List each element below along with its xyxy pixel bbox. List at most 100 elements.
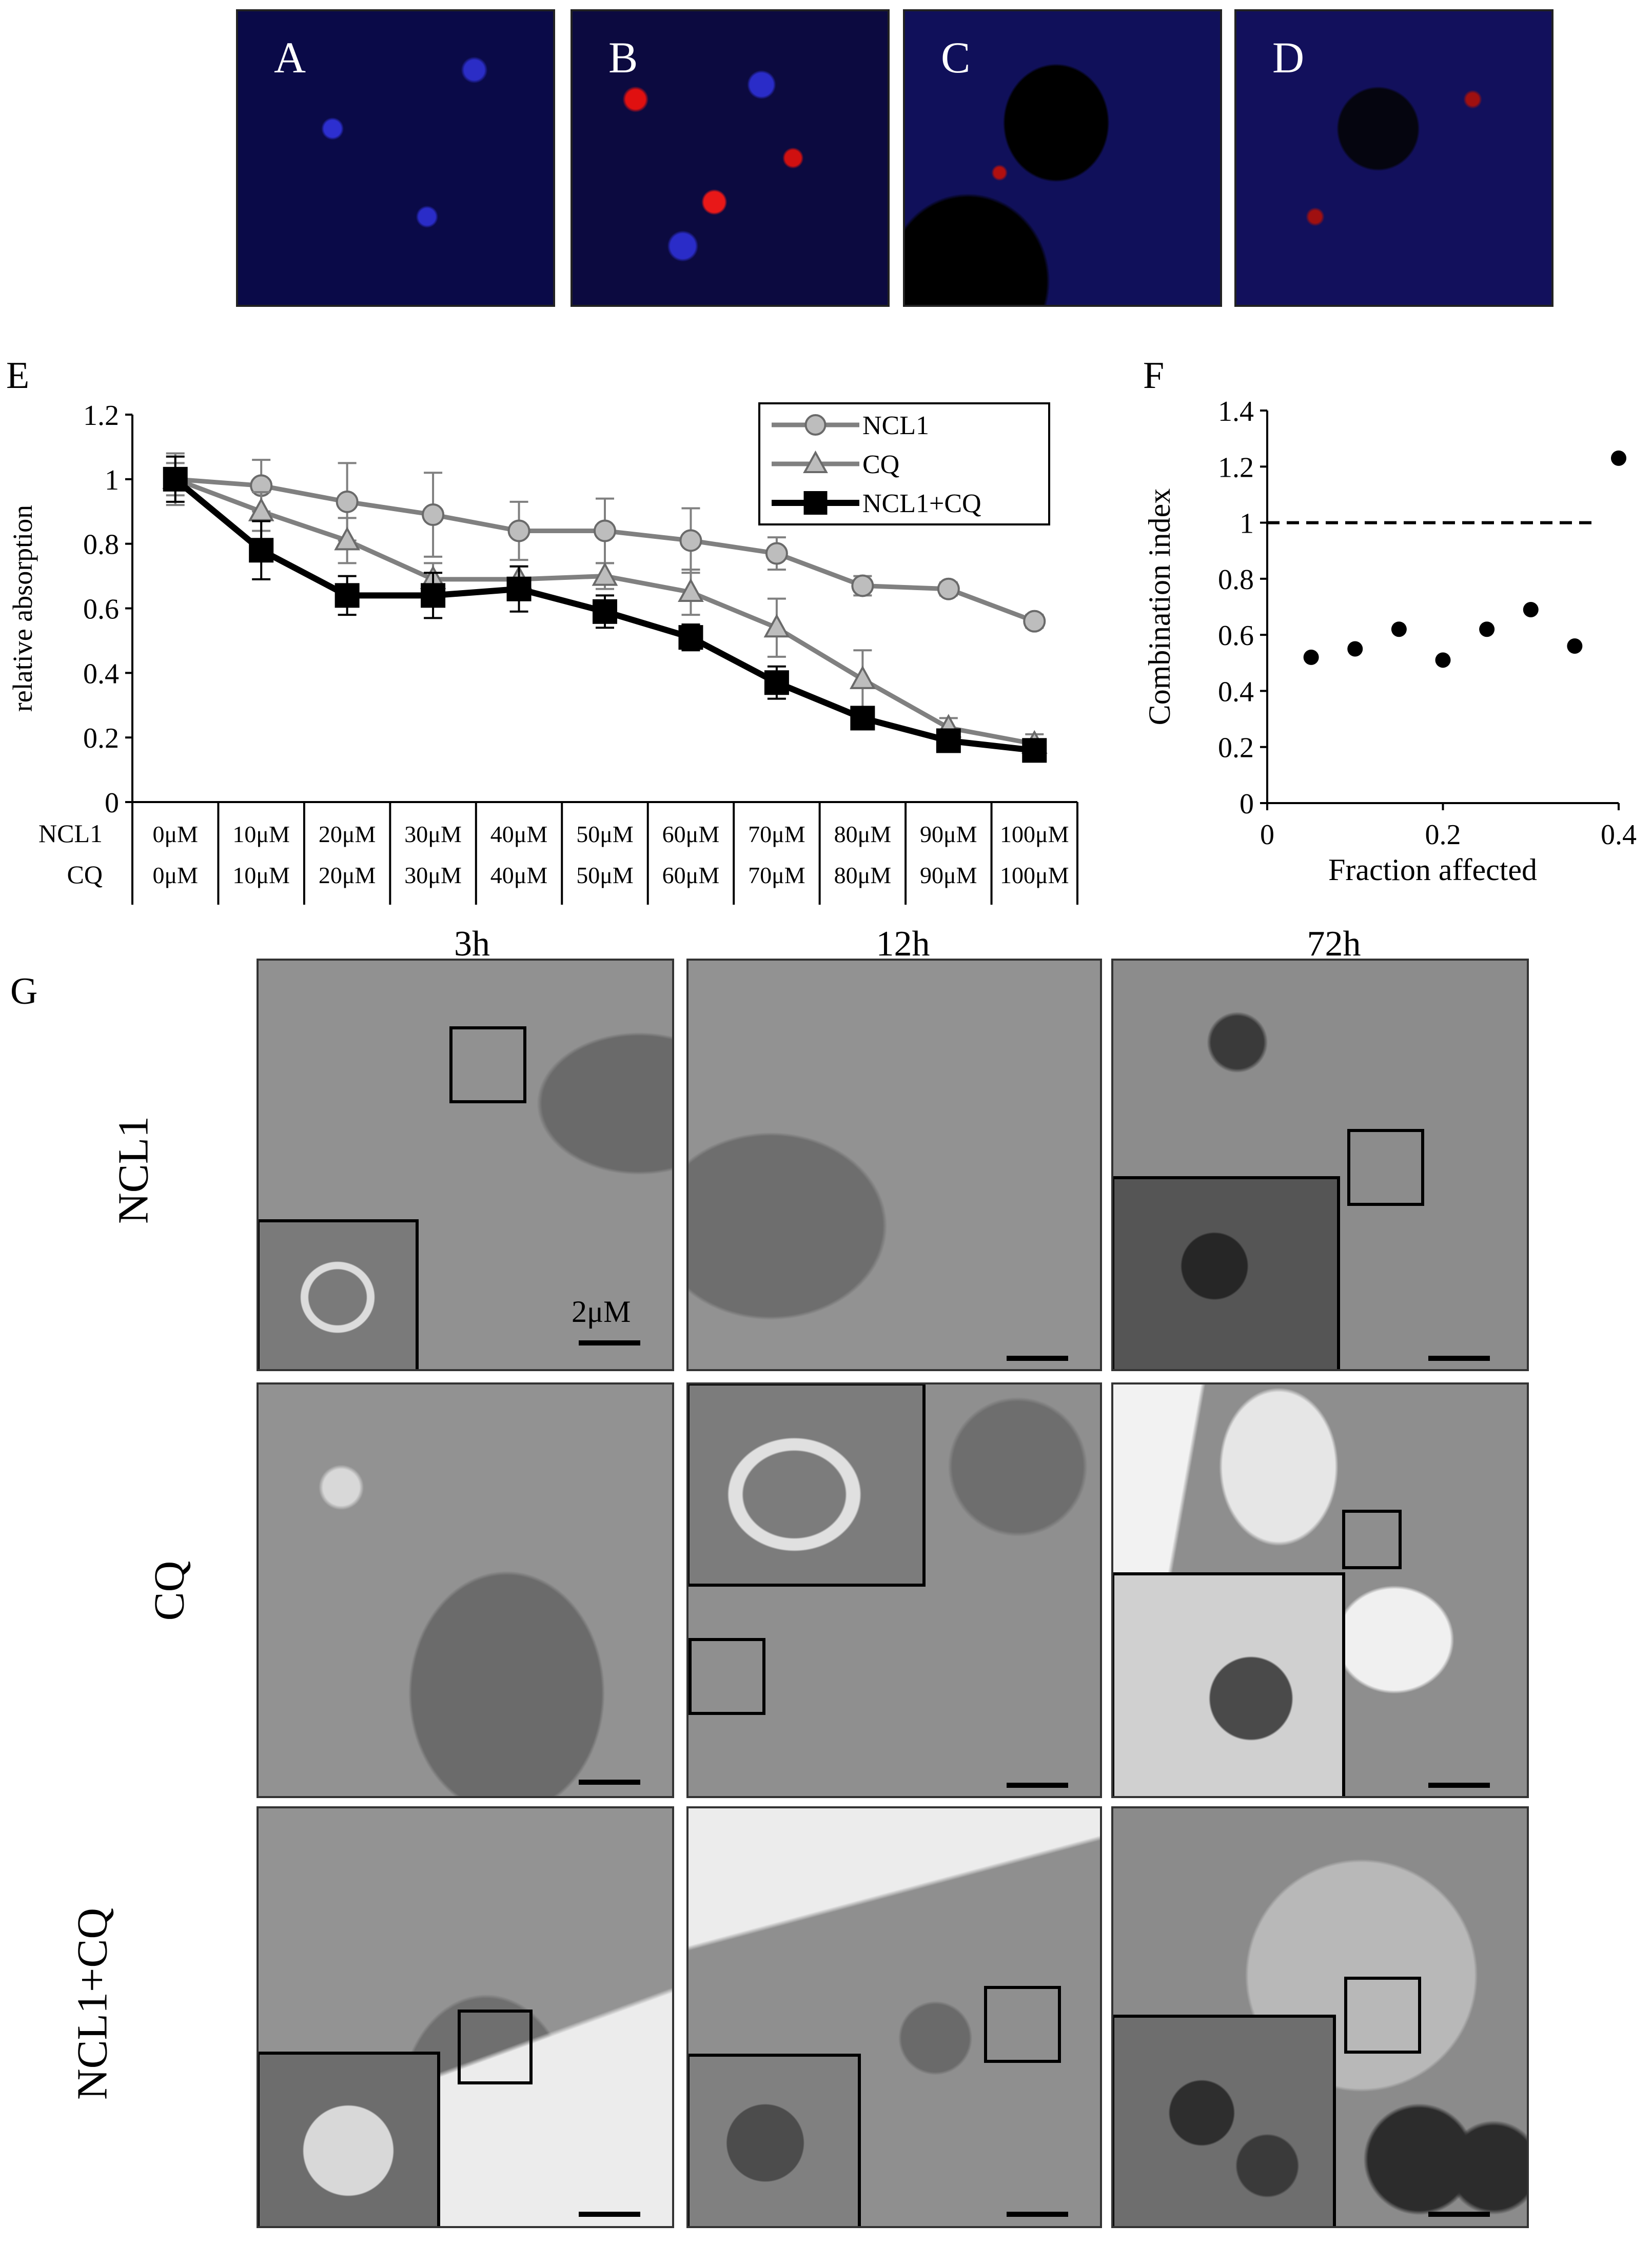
y-tick-label: 0.8: [1218, 564, 1254, 596]
roi-box: [458, 2010, 533, 2084]
panel-label-d: D: [1272, 33, 1305, 82]
y-tick-label: 0.8: [83, 529, 119, 561]
table-cell: 50μM: [576, 862, 634, 888]
roi-box: [1344, 1977, 1421, 2054]
em-image-cq-72h: [1111, 1382, 1529, 1798]
data-point: [849, 665, 876, 689]
y-tick-label: 1.2: [83, 400, 119, 432]
scale-bar-label: 2μM: [572, 1295, 631, 1329]
table-cell: 80μM: [834, 862, 892, 888]
panel-label-f: F: [1143, 355, 1165, 397]
chart-f: 0 0.2 0.4 0.6 0.8 1 1.2 1.4 0 0.2 0.4 Fraction affe…: [1143, 396, 1637, 887]
y-tick-label: 0.2: [83, 723, 119, 754]
table-cell: 50μM: [576, 821, 634, 847]
legend-marker: [803, 491, 828, 515]
y-tick-label: 0.4: [83, 658, 119, 690]
data-point: [1611, 450, 1626, 466]
zoom-inset: [259, 1219, 419, 1369]
zoom-inset: [259, 2052, 440, 2226]
y-tick-label: 0.4: [1218, 676, 1254, 708]
data-point: [765, 542, 788, 565]
y-tick-label: 0: [105, 787, 119, 819]
y-tick-label: 1: [1240, 508, 1254, 540]
table-cell: 30μM: [404, 821, 462, 847]
fluorescence-panel-a: A: [236, 9, 555, 307]
data-point: [334, 526, 361, 551]
data-point: [937, 577, 960, 600]
data-point: [936, 728, 961, 753]
legend-label: NCL1: [862, 411, 929, 440]
table-cell: 90μM: [920, 862, 977, 888]
scale-bar: [1428, 1356, 1490, 1361]
data-point: [336, 490, 359, 513]
data-point: [1567, 638, 1583, 654]
data-point: [678, 578, 704, 602]
data-point: [592, 562, 618, 586]
y-tick-label: 1.4: [1218, 396, 1254, 427]
scale-bar: [579, 2212, 640, 2217]
em-image-ncl1-12h: [686, 959, 1102, 1371]
zoom-inset: [689, 2054, 861, 2226]
table-cell: 60μM: [662, 862, 720, 888]
table-cell: 40μM: [490, 821, 548, 847]
panel-label-e: E: [6, 355, 30, 397]
zoom-inset: [1113, 1176, 1340, 1369]
table-cell: 0μM: [152, 862, 198, 888]
em-image-cq-12h: [686, 1382, 1102, 1798]
table-cell: 100μM: [1000, 821, 1069, 847]
em-image-ncl1-72h: [1111, 959, 1529, 1371]
data-point: [1391, 621, 1407, 637]
data-point: [763, 614, 790, 638]
data-point: [1303, 649, 1319, 665]
y-tick-label: 0.2: [1218, 732, 1254, 764]
data-point: [335, 583, 360, 608]
table-cell: 10μM: [232, 821, 290, 847]
panel-label-g: G: [10, 970, 38, 1012]
scale-bar: [1007, 1356, 1068, 1361]
em-image-cq-3h: [257, 1382, 674, 1798]
table-cell: 60μM: [662, 821, 720, 847]
data-point: [1435, 652, 1451, 668]
scale-bar: [1428, 1783, 1490, 1788]
fluorescence-panel-b: B: [571, 9, 890, 307]
table-row-label: CQ: [67, 860, 103, 889]
data-point: [1479, 621, 1495, 637]
x-tick-label: 0.2: [1425, 819, 1461, 851]
table-cell: 0μM: [152, 821, 198, 847]
data-point: [679, 529, 702, 552]
data-point: [851, 574, 874, 597]
roi-box: [689, 1638, 765, 1715]
em-image-ncl1-cq-3h: [257, 1806, 674, 2228]
legend-marker: [803, 450, 828, 473]
table-cell: 70μM: [748, 821, 805, 847]
x-tick-label: 0: [1260, 819, 1274, 851]
column-title-3h: 3h: [454, 924, 490, 964]
legend-marker: [804, 414, 827, 436]
column-title-72h: 72h: [1307, 924, 1361, 964]
table-cell: 10μM: [232, 862, 290, 888]
data-point: [421, 583, 446, 608]
data-point: [593, 599, 617, 624]
table-cell: 100μM: [1000, 862, 1069, 888]
x-tick-label: 0.4: [1601, 819, 1637, 851]
data-point: [507, 519, 530, 542]
data-point: [1523, 601, 1539, 617]
y-tick-label: 0: [1240, 788, 1254, 820]
scale-bar: [579, 1340, 640, 1345]
table-cell: 70μM: [748, 862, 805, 888]
data-point: [1347, 641, 1363, 657]
data-point: [422, 503, 445, 526]
data-point: [678, 625, 703, 650]
data-point: [249, 538, 274, 563]
legend-label: NCL1+CQ: [862, 489, 981, 518]
panel-label-b: B: [608, 33, 638, 82]
data-point: [764, 670, 789, 695]
row-title-ncl1-cq: NCL1+CQ: [68, 1907, 116, 2100]
y-axis-label: relative absorption: [7, 505, 38, 712]
y-tick-label: 1: [105, 464, 119, 496]
fluorescence-panel-d: D: [1234, 9, 1553, 307]
roi-box: [449, 1026, 526, 1103]
roi-box: [984, 1986, 1061, 2063]
table-row-label: NCL1: [38, 819, 103, 848]
data-point: [1023, 610, 1046, 633]
